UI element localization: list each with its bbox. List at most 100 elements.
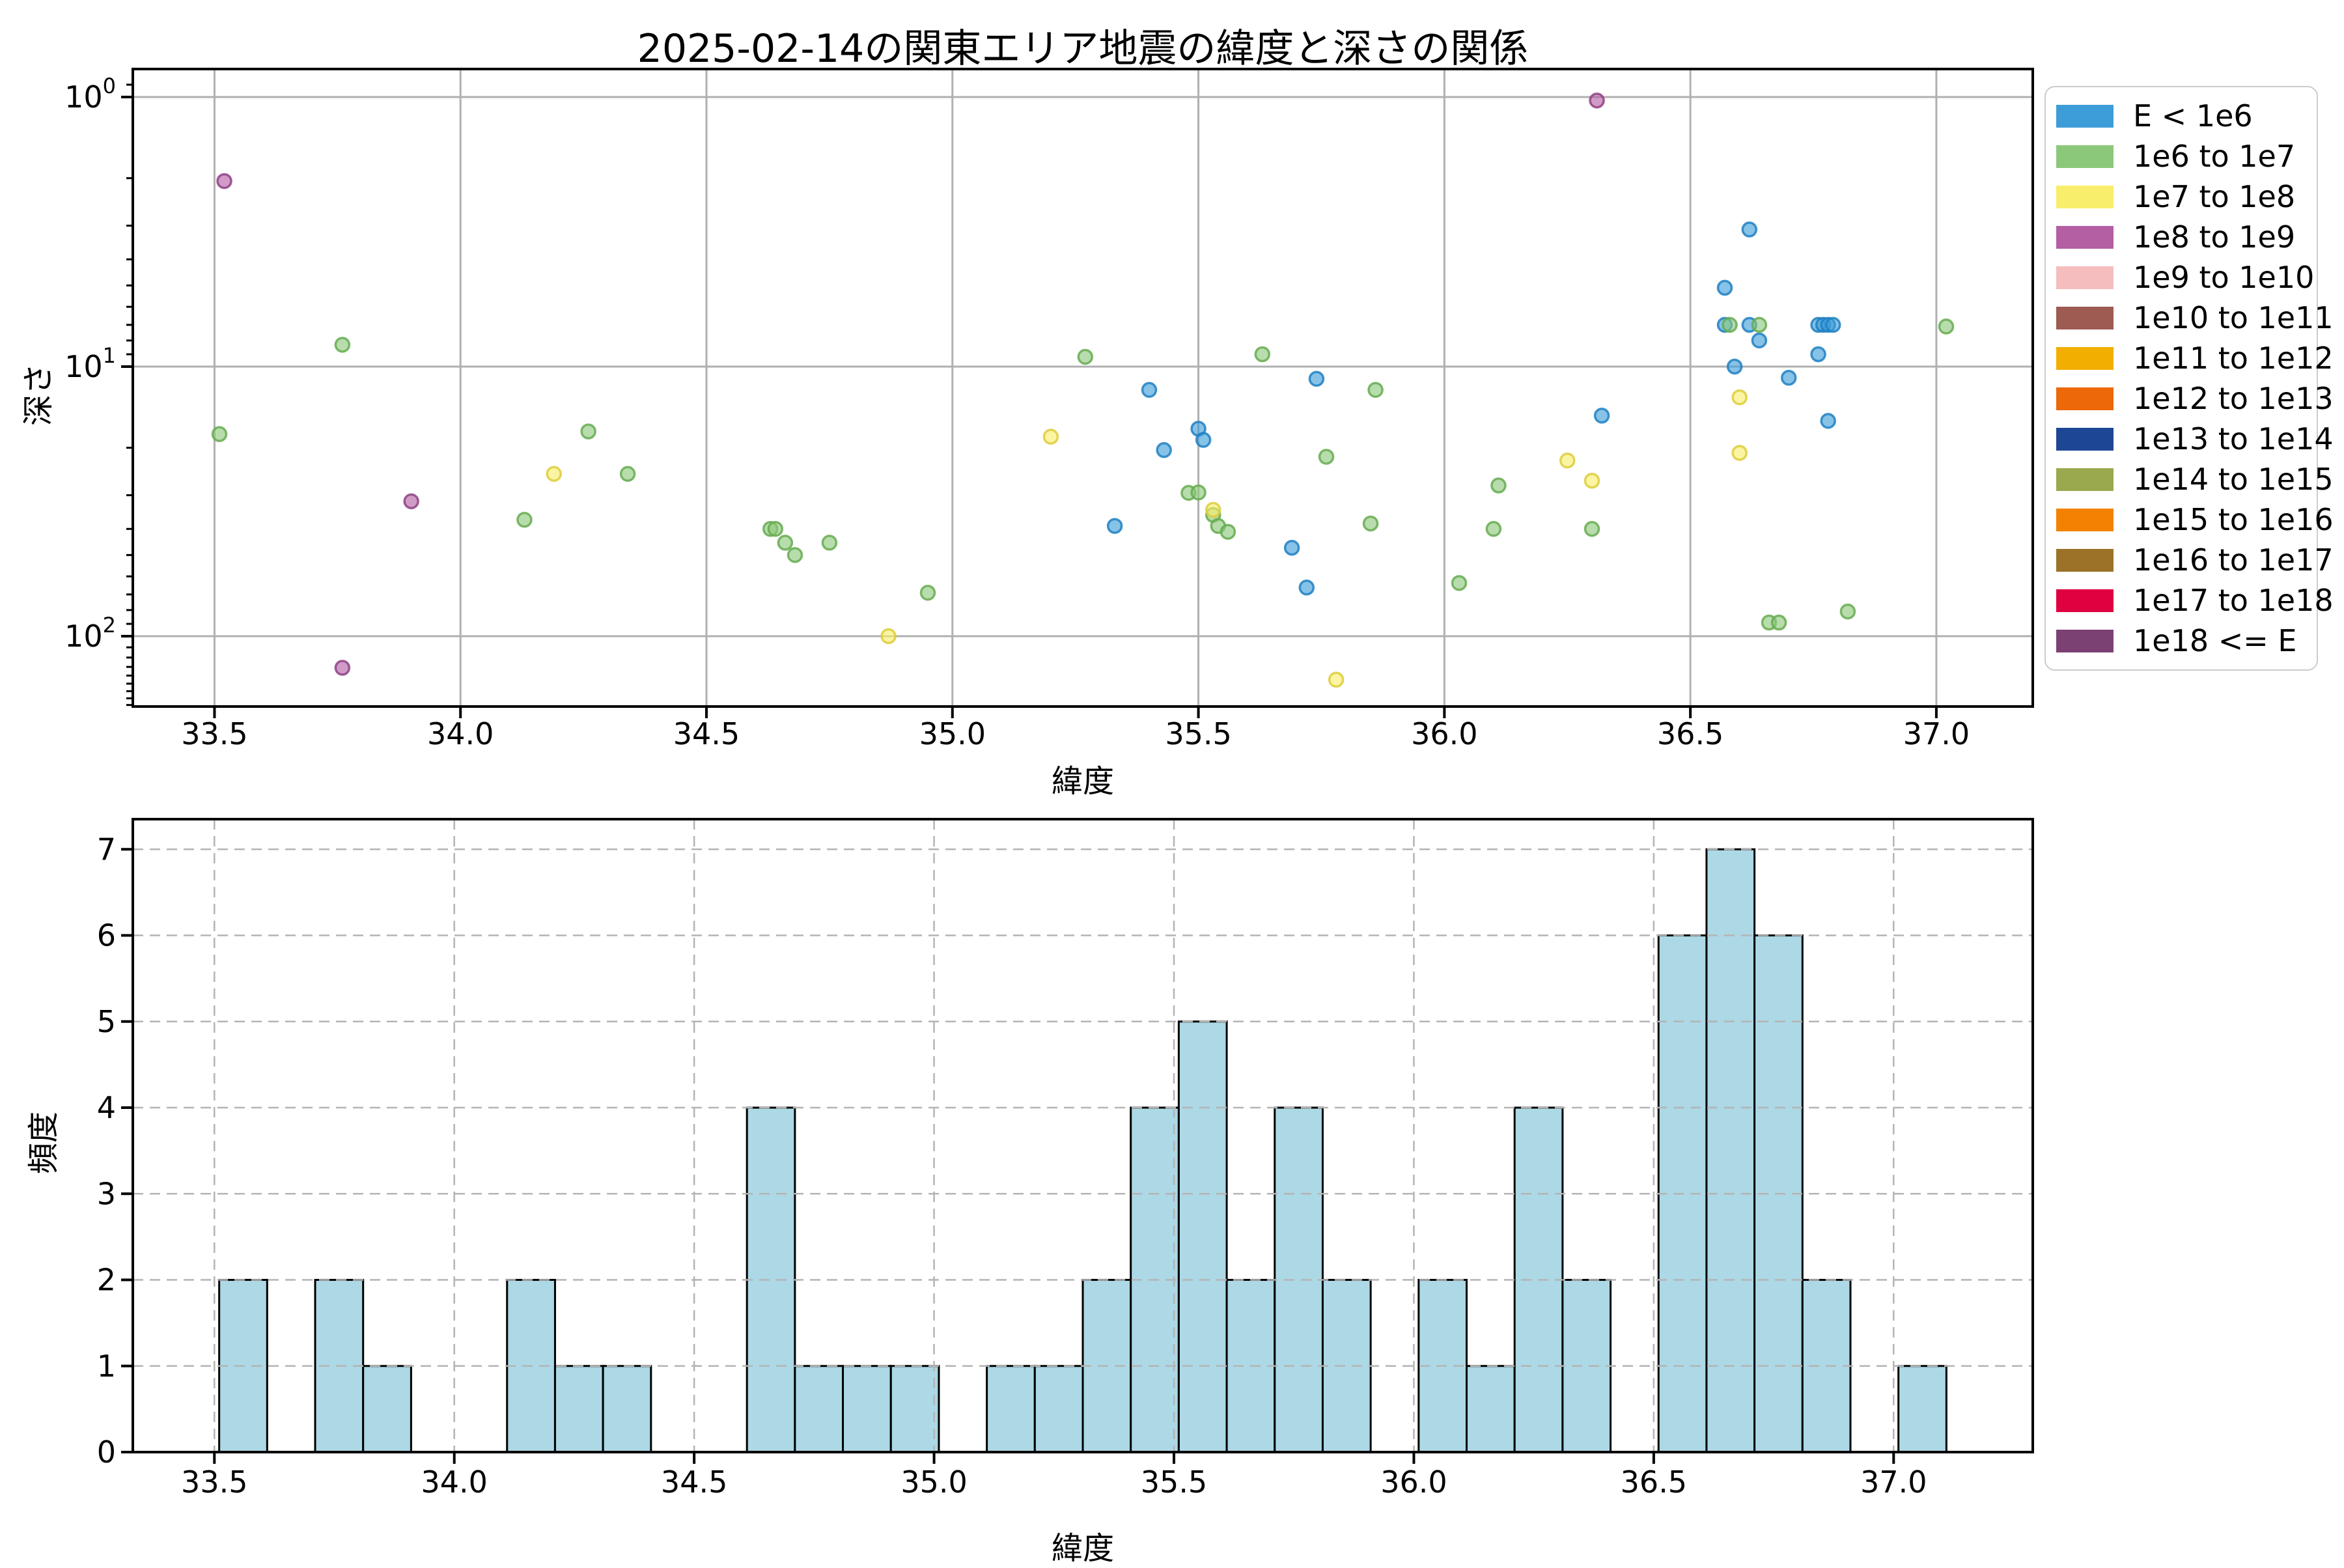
histogram-bar [889,1365,940,1453]
legend-item: 1e15 to 1e16 [2056,499,2334,540]
scatter-point [821,535,838,551]
legend-swatch-icon [2056,427,2114,451]
x-tick-label: 35.0 [900,1464,967,1500]
x-tick-label: 33.5 [181,716,247,751]
scatter-point [1367,382,1384,399]
legend-label: 1e13 to 1e14 [2133,421,2334,456]
legend-label: 1e11 to 1e12 [2133,341,2334,376]
scatter-point [1751,332,1768,349]
scatter-point [1559,452,1576,469]
scatter-point [1824,316,1841,333]
x-tick-label: 37.0 [1903,716,1970,751]
y-tick-label: 101 [64,343,116,384]
scatter-point [1318,449,1335,465]
histogram-bar [362,1365,412,1453]
scatter-plot-area [133,69,2033,707]
x-tick-label: 36.0 [1380,1464,1447,1500]
scatter-point [1589,92,1605,109]
histogram-bar [1321,1279,1372,1453]
scatter-point [1451,575,1468,591]
scatter-point [516,511,533,528]
scatter-plot: 33.5 34.0 34.5 35.0 35.5 36.0 36.5 37.0 100 101 10… [64,68,2034,751]
x-tick-label: 34.0 [421,1464,487,1500]
scatter-point [777,535,794,551]
legend-item: 1e10 to 1e11 [2056,298,2334,338]
scatter-point [1490,477,1507,494]
x-tick-label: 34.0 [427,716,494,751]
legend-swatch-icon [2056,508,2114,531]
scatter-point [1731,445,1748,461]
legend-swatch-icon [2056,225,2114,249]
y-tick-label: 7 [97,832,116,867]
histogram-bar [842,1365,892,1453]
scatter-point [1485,521,1502,537]
histogram-bar [986,1365,1036,1453]
legend-label: 1e14 to 1e15 [2133,462,2334,497]
scatter-point [1810,346,1826,363]
scatter-point [334,660,351,676]
scatter-point [1156,441,1172,458]
legend: E < 1e6 1e6 to 1e7 1e7 to 1e8 1e8 to 1e9 1e9… [2044,86,2334,671]
histogram-frame [132,818,2034,1453]
histogram-bar [794,1365,844,1453]
scatter-point [1751,316,1768,333]
scatter-point [767,521,784,537]
legend-label: 1e6 to 1e7 [2133,139,2296,174]
legend-swatch-icon [2056,548,2114,572]
scatter-point [919,585,936,601]
x-tick-label: 36.5 [1621,1464,1687,1500]
scatter-point [1938,318,1955,335]
scatter-point [1254,346,1271,363]
scatter-point [546,466,563,482]
x-tick-label: 34.5 [673,716,740,751]
scatter-point [1731,389,1748,406]
histogram-bar [1465,1365,1516,1453]
histogram-bar [746,1106,796,1453]
scatter-point [619,466,636,482]
series-1e7 to 1e8 [546,389,1748,688]
y-tick-label: 5 [97,1004,116,1039]
scatter-frame [132,68,2034,708]
legend-item: 1e9 to 1e10 [2056,257,2317,298]
legend-label: 1e15 to 1e16 [2133,502,2334,537]
scatter-point [880,628,897,645]
x-tick-label: 36.0 [1411,716,1477,751]
scatter-point [1077,348,1094,365]
scatter-point [1308,371,1325,387]
legend-swatch-icon [2056,468,2114,491]
legend-swatch-icon [2056,589,2114,612]
legend-label: 1e12 to 1e13 [2133,381,2334,416]
histogram-plot: 33.5 34.0 34.5 35.0 35.5 36.0 36.5 37.0 0 1 2 3 4 5 6 7 [97,818,2034,1500]
scatter-point [1220,524,1236,540]
histogram-bar [1897,1365,1947,1453]
histogram-bar [602,1365,652,1453]
scatter-point [1141,382,1158,399]
legend-item: 1e13 to 1e14 [2056,419,2334,459]
y-tick-label: 6 [97,918,116,953]
scatter-point [1839,603,1856,620]
legend-label: 1e9 to 1e10 [2133,260,2315,295]
legend-item: 1e12 to 1e13 [2056,378,2334,419]
legend-item: 1e7 to 1e8 [2056,176,2317,217]
y-tick-label: 102 [64,613,116,654]
histogram-bar [1705,848,1756,1453]
legend-label: 1e7 to 1e8 [2133,179,2296,214]
scatter-point [216,173,232,189]
histogram-bar [1561,1279,1612,1453]
legend-item: 1e8 to 1e9 [2056,217,2317,257]
histogram-bar [1033,1365,1084,1453]
series-E < 1e6 [1106,221,1841,596]
legend-swatch-icon [2056,145,2114,168]
legend-swatch-icon [2056,266,2114,289]
legend-swatch-icon [2056,346,2114,370]
scatter-point [1190,484,1207,501]
x-tick-label: 35.5 [1165,716,1231,751]
legend-swatch-icon [2056,104,2114,128]
legend-label: 1e18 <= E [2133,623,2297,658]
scatter-point [1593,408,1610,424]
legend-label: E < 1e6 [2133,98,2253,133]
scatter-point [1362,515,1379,532]
scatter-point [580,423,596,440]
scatter-point [1328,671,1345,688]
y-tick-label: 1 [97,1349,116,1384]
